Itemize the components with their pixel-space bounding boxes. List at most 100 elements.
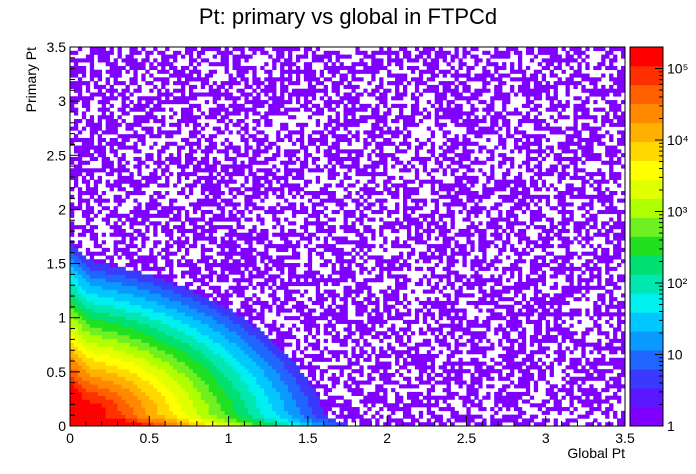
heatmap-cell <box>347 259 352 264</box>
heatmap-cell <box>133 187 138 192</box>
heatmap-cell <box>232 338 237 343</box>
heatmap-cell <box>149 62 154 67</box>
heatmap-cell <box>331 69 336 74</box>
heatmap-cell <box>177 342 182 347</box>
heatmap-cell <box>303 206 309 211</box>
heatmap-cell <box>105 418 110 423</box>
heatmap-cell <box>97 202 103 207</box>
heatmap-cell <box>161 357 166 362</box>
heatmap-cell <box>256 84 261 89</box>
heatmap-cell <box>77 281 83 287</box>
heatmap-cell <box>339 81 344 86</box>
heatmap-cell <box>77 47 83 52</box>
heatmap-cell <box>137 228 142 234</box>
heatmap-cell <box>347 323 352 328</box>
heatmap-cell <box>137 342 142 347</box>
heatmap-cell <box>157 175 162 180</box>
heatmap-cell <box>129 316 134 321</box>
heatmap-cell <box>228 187 233 192</box>
heatmap-cell <box>228 263 233 268</box>
heatmap-cell <box>133 115 138 120</box>
heatmap-cell <box>137 255 142 260</box>
heatmap-cell <box>248 342 253 347</box>
heatmap-cell <box>240 312 245 317</box>
heatmap-cell <box>105 399 110 404</box>
heatmap-cell <box>351 274 356 279</box>
heatmap-cell <box>339 164 344 169</box>
heatmap-cell <box>311 323 317 328</box>
heatmap-cell <box>232 217 237 222</box>
heatmap-cell <box>89 175 95 180</box>
heatmap-cell <box>117 179 122 184</box>
heatmap-cell <box>295 122 301 127</box>
heatmap-cell <box>288 391 293 396</box>
heatmap-cell <box>177 225 182 230</box>
heatmap-cell <box>256 122 261 127</box>
heatmap-cell <box>77 391 83 396</box>
heatmap-cell <box>145 126 150 131</box>
heatmap-cell <box>288 357 293 362</box>
heatmap-cell <box>236 289 241 294</box>
heatmap-cell <box>149 100 154 105</box>
heatmap-cell <box>97 179 103 184</box>
heatmap-cell <box>359 350 364 355</box>
heatmap-cell <box>347 240 352 245</box>
heatmap-cell <box>228 376 233 381</box>
heatmap-cell <box>85 217 91 222</box>
heatmap-cell <box>137 403 142 408</box>
heatmap-cell <box>284 414 289 419</box>
heatmap-cell <box>165 145 170 150</box>
heatmap-cell <box>169 244 174 249</box>
heatmap-cell <box>165 304 170 309</box>
heatmap-cell <box>133 380 138 385</box>
heatmap-cell <box>93 225 99 230</box>
heatmap-cell <box>355 285 360 290</box>
heatmap-cell <box>157 126 162 131</box>
heatmap-cell <box>268 206 273 211</box>
heatmap-cell <box>299 130 305 135</box>
heatmap-cell <box>184 323 190 328</box>
heatmap-cell <box>184 65 190 71</box>
heatmap-cell <box>240 395 245 400</box>
heatmap-cell <box>335 160 340 165</box>
heatmap-cell <box>145 346 150 351</box>
heatmap-cell <box>81 96 87 101</box>
heatmap-cell <box>165 278 170 283</box>
heatmap-cell <box>335 156 340 161</box>
heatmap-cell <box>244 285 249 290</box>
heatmap-cell <box>212 297 217 302</box>
heatmap-cell <box>204 297 210 302</box>
heatmap-cell <box>181 119 186 124</box>
heatmap-cell <box>85 103 91 108</box>
heatmap-cell <box>97 331 103 336</box>
heatmap-cell <box>70 293 75 298</box>
heatmap-cell <box>268 54 273 59</box>
heatmap-cell <box>295 81 301 86</box>
heatmap-cell <box>280 209 285 215</box>
heatmap-cell <box>196 316 202 321</box>
heatmap-cell <box>335 122 340 127</box>
heatmap-cell <box>232 107 237 112</box>
heatmap-cell <box>101 312 106 317</box>
heatmap-cell <box>109 164 114 169</box>
heatmap-cell <box>335 88 340 93</box>
heatmap-cell <box>224 388 229 393</box>
heatmap-cell <box>252 255 257 260</box>
heatmap-cell <box>117 312 122 317</box>
heatmap-cell <box>240 251 245 256</box>
heatmap-cell <box>81 410 87 415</box>
heatmap-cell <box>85 274 91 279</box>
heatmap-cell <box>236 263 241 268</box>
heatmap-cell <box>77 259 83 264</box>
heatmap-cell <box>212 289 217 294</box>
heatmap-cell <box>204 58 210 63</box>
heatmap-cell <box>85 380 91 385</box>
heatmap-cell <box>188 263 194 268</box>
heatmap-cell <box>268 209 273 215</box>
heatmap-cell <box>81 297 87 302</box>
heatmap-cell <box>89 251 95 256</box>
heatmap-cell <box>252 103 257 108</box>
heatmap-cell <box>117 418 122 423</box>
heatmap-cell <box>284 308 289 313</box>
heatmap-cell <box>228 81 233 86</box>
